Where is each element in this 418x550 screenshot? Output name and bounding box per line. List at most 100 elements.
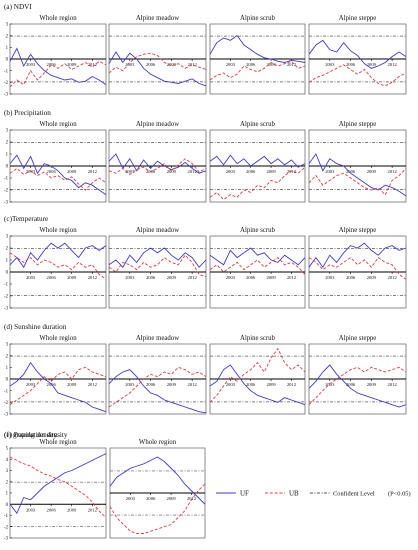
panel-title: (f) grazing density [4,431,57,439]
panel-title: (c)Temperature [4,215,48,223]
y-tick-label: 3 [6,343,9,348]
x-tick-label: 2012 [287,382,297,387]
y-tick-label: 0 [6,378,9,383]
legend-conf-label: Confident Level [333,491,375,498]
x-tick-label: 2003 [226,62,236,67]
x-tick-label: 2006 [246,62,256,67]
x-tick-label: 2009 [266,275,276,280]
y-tick-label: 1 [6,46,9,51]
x-tick-label: 2006 [146,496,156,501]
y-tick-label: -3 [4,537,9,542]
x-tick-label: 2009 [67,507,77,512]
ub-series-line [209,347,306,403]
panel-subtitle: Alpine steppe [339,335,377,342]
y-tick-label: -2 [4,525,9,530]
x-tick-label: 2009 [266,169,276,174]
x-tick-label: 2009 [67,382,77,387]
panel-subtitle: Alpine meadow [136,15,179,22]
legend-ub-label: UB [289,490,299,498]
x-tick-label: 2006 [346,382,356,387]
y-tick-label: 1 [6,153,9,158]
legend-uf-label: UF [240,490,249,498]
uf-series-line [308,364,407,408]
panel-subtitle: Whole region [39,15,77,22]
y-tick-label: -3 [4,413,9,418]
x-tick-label: 2009 [167,275,177,280]
ub-series-line [209,166,306,201]
y-tick-label: 2 [6,247,9,252]
uf-series-line [108,369,207,414]
x-tick-label: 2012 [188,382,198,387]
y-tick-label: 0 [6,165,9,170]
y-tick-label: 1 [6,492,9,497]
y-tick-label: -1 [4,177,9,182]
chart-panel-8: Alpine steppe 2003 2006 2009 2012 [308,121,407,203]
chart-panel-2: Alpine meadow 2003 2006 2009 2012 [108,15,207,95]
panel-subtitle: Alpine meadow [136,227,179,234]
ub-series-line [308,366,407,405]
x-tick-label: 2009 [166,496,176,501]
ub-series-line [308,64,407,87]
x-tick-label: 2012 [388,275,398,280]
ub-series-line [9,60,107,88]
uf-series-line [308,39,407,69]
legend-conf-note: (P<0.05) [388,491,411,498]
uf-series-line [209,364,306,406]
x-tick-label: 2012 [88,62,98,67]
panel-subtitle: Whole region [39,335,77,342]
x-tick-label: 2012 [188,62,198,67]
chart-panel-3: Alpine scrub 2003 2006 2009 2012 [209,15,306,95]
panel-title: (b) Precipitation [4,109,51,117]
x-tick-label: 2012 [88,275,98,280]
chart-panel-7: Alpine scrub 2003 2006 2009 2012 [209,121,306,203]
x-tick-label: 2006 [346,62,356,67]
y-tick-label: 1 [6,259,9,264]
panel-subtitle: Alpine scrub [240,121,276,128]
x-tick-label: 2006 [146,275,156,280]
ub-series-line [9,252,107,280]
x-tick-label: 2009 [266,62,276,67]
ub-series-line [9,366,107,406]
chart-panel-1: (a) NDVI Whole region 2003 2006 2009 2012 -3 -2… [4,3,107,98]
uf-series-line [308,153,407,197]
panel-subtitle: Whole region [39,439,77,446]
y-tick-label: 0 [6,58,9,63]
y-tick-label: -3 [4,93,9,98]
x-tick-label: 2012 [388,382,398,387]
x-tick-label: 2009 [367,382,377,387]
chart-panel-4: Alpine steppe 2003 2006 2009 2012 [308,15,407,95]
uf-series-line [9,154,107,196]
chart-panel-10: Alpine meadow 2003 2006 2009 2012 [108,227,207,309]
uf-series-line [108,51,207,87]
panel-subtitle: Alpine scrub [240,335,276,342]
x-tick-label: 2009 [167,382,177,387]
panel-subtitle: Alpine meadow [136,121,179,128]
y-tick-label: -2 [4,295,9,300]
x-tick-label: 2003 [26,275,36,280]
panel-title: (e) Population density [4,431,68,439]
x-tick-label: 2009 [266,382,276,387]
chart-panel-15: Alpine scrub 2003 2006 2009 2012 [209,335,306,415]
x-tick-label: 2009 [167,62,177,67]
chart-panel-16: Alpine steppe 2003 2006 2009 2012 [308,335,407,415]
x-tick-label: 2003 [226,275,236,280]
chart-panel-13: (d) Sunshine duration Whole region 2003 200… [4,323,107,418]
x-tick-label: 2012 [388,62,398,67]
x-tick-label: 2003 [26,62,36,67]
x-tick-label: 2012 [88,507,98,512]
panel-subtitle: Whole region [139,439,177,446]
ub-series-line [108,254,207,278]
y-tick-label: 3 [6,235,9,240]
x-tick-label: 2012 [287,169,297,174]
ub-series-line [308,256,407,280]
x-tick-label: 2012 [88,382,98,387]
panel-subtitle: Whole region [39,121,77,128]
x-tick-label: 2006 [146,62,156,67]
panel-subtitle: Alpine scrub [240,15,276,22]
uf-series-line [9,361,107,413]
panel-frame [9,447,107,539]
x-tick-label: 2009 [67,169,77,174]
x-tick-label: 2003 [325,62,335,67]
ub-series-line [209,257,306,275]
